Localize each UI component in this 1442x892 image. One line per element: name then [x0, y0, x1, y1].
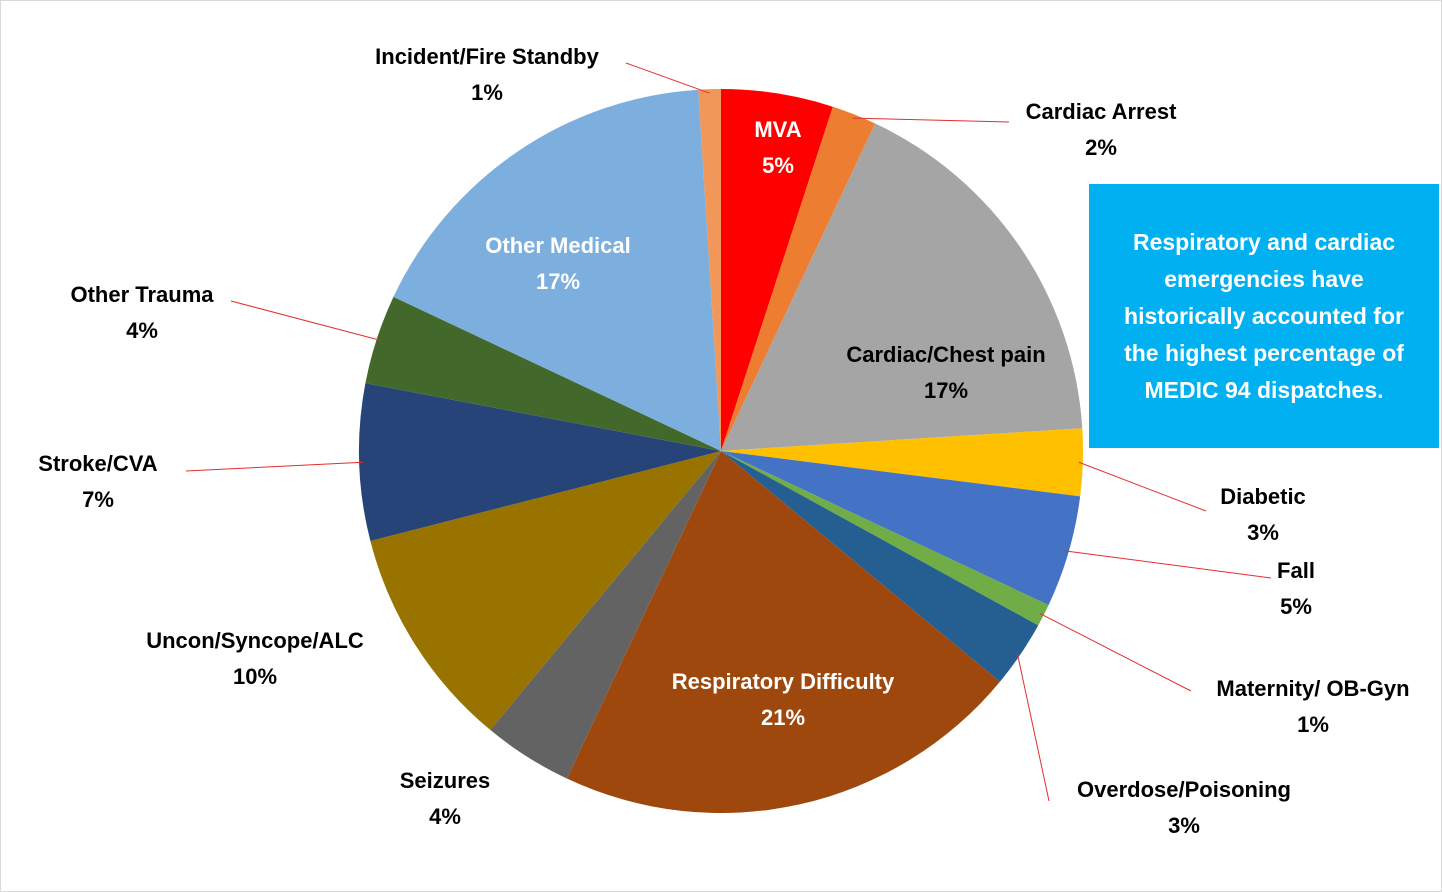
slice-label: Uncon/Syncope/ALC: [146, 628, 364, 653]
slice-value-label: 17%: [924, 378, 968, 403]
pie-slice: [721, 451, 1081, 606]
pie-slice: [365, 296, 721, 451]
pie-slice: [721, 106, 876, 452]
pie-slice: [721, 451, 1049, 626]
slice-value-label: 10%: [233, 664, 277, 689]
slice-label: Cardiac/Chest pain: [846, 342, 1045, 367]
pie-slice: [393, 89, 721, 451]
leader-line: [1064, 550, 1272, 579]
slice-value-label: 5%: [1280, 594, 1312, 619]
slice-label: MVA: [754, 117, 801, 142]
slice-value-label: 1%: [471, 80, 503, 105]
leader-line: [852, 117, 1010, 123]
pie-slice: [721, 123, 1083, 451]
slice-label: Incident/Fire Standby: [375, 44, 599, 69]
pie-slice: [721, 428, 1083, 497]
slice-label: Other Medical: [485, 233, 630, 258]
annotation: Respiratory and cardiac emergencies have…: [1089, 184, 1439, 448]
slice-value-label: 7%: [82, 487, 114, 512]
leader-line: [1078, 461, 1207, 512]
slice-value-label: 4%: [126, 318, 158, 343]
leader-line: [230, 300, 381, 341]
leader-line: [1039, 613, 1192, 692]
slice-label: Stroke/CVA: [38, 451, 158, 476]
pie-slice: [490, 451, 721, 779]
pie-slice: [566, 451, 1000, 813]
pie-slice: [721, 89, 833, 451]
leader-line: [1016, 652, 1050, 802]
pie-slice: [359, 383, 721, 542]
pie-slice: [698, 89, 721, 451]
slice-label: Respiratory Difficulty: [672, 669, 895, 694]
slice-label: Cardiac Arrest: [1026, 99, 1177, 124]
slice-label: Fall: [1277, 558, 1315, 583]
slice-label: Overdose/Poisoning: [1077, 777, 1291, 802]
pie-slice: [721, 451, 1039, 682]
slice-label: Seizures: [400, 768, 491, 793]
slice-value-label: 4%: [429, 804, 461, 829]
leader-line: [625, 62, 710, 94]
slice-value-label: 3%: [1168, 813, 1200, 838]
slice-label: Diabetic: [1220, 484, 1306, 509]
slice-value-label: 17%: [536, 269, 580, 294]
slice-label: Maternity/ OB-Gyn: [1216, 676, 1409, 701]
slice-label: Other Trauma: [70, 282, 214, 307]
slice-value-label: 2%: [1085, 135, 1117, 160]
pie-slice: [370, 451, 721, 730]
slice-value-label: 1%: [1297, 712, 1329, 737]
leader-line: [185, 461, 364, 472]
slice-value-label: 3%: [1247, 520, 1279, 545]
slice-value-label: 5%: [762, 153, 794, 178]
slice-value-label: 21%: [761, 705, 805, 730]
